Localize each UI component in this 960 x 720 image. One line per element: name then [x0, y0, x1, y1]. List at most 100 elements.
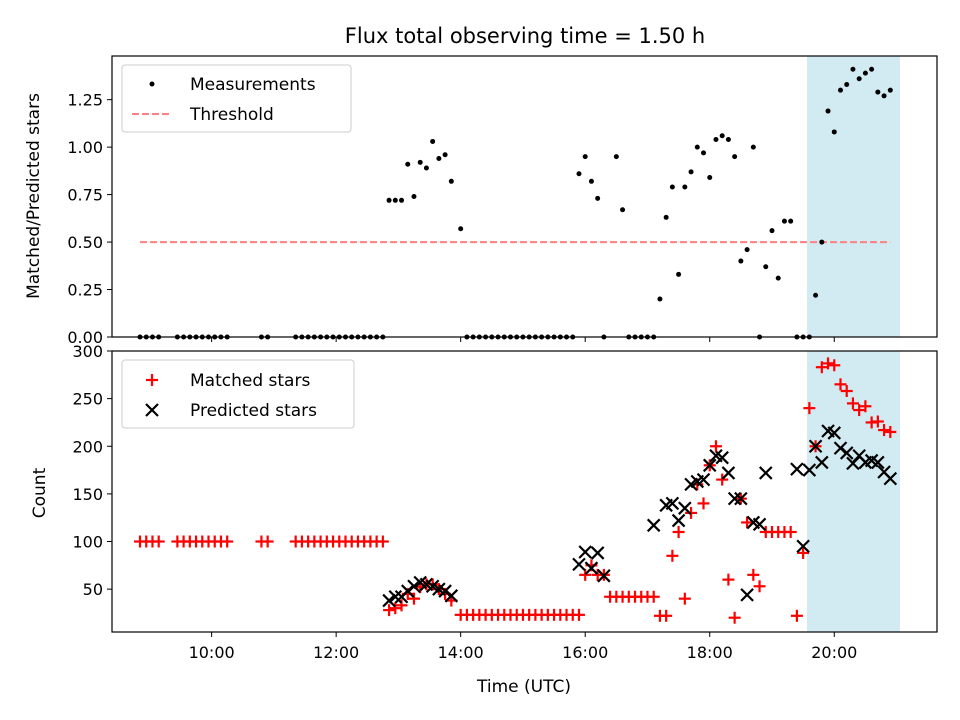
matched-point — [709, 440, 722, 453]
bottom-plot-marks — [134, 357, 898, 624]
predicted-point — [715, 450, 729, 465]
measurement-point — [411, 194, 417, 199]
predicted-point — [740, 588, 754, 602]
legend-measurements-label: Measurements — [190, 75, 316, 95]
predicted-point — [871, 455, 885, 470]
legend-matched-marker — [146, 374, 158, 386]
x-axis-label: Time (UTC) — [476, 677, 571, 697]
predicted-point — [646, 518, 661, 533]
matched-point — [828, 359, 841, 372]
measurement-point — [576, 171, 582, 177]
measurement-point — [386, 197, 392, 203]
top-panel: 0.00 0.25 0.50 0.75 1.00 1.25 Matched/Predict… — [24, 55, 938, 347]
measurement-point — [669, 184, 675, 190]
measurement-point — [676, 271, 682, 277]
measurement-point — [850, 66, 856, 72]
matched-point — [572, 608, 585, 621]
top-legend: Measurements Threshold — [121, 64, 352, 133]
predicted-point — [752, 517, 767, 532]
matched-point — [678, 592, 691, 605]
measurement-point — [769, 228, 775, 234]
legend-measurements-marker — [149, 81, 155, 87]
x-tick-label: 18:00 — [687, 643, 733, 662]
predicted-point — [590, 546, 605, 560]
predicted-point — [444, 589, 459, 603]
matched-point — [407, 592, 420, 605]
predicted-point — [407, 579, 421, 594]
predicted-point — [671, 513, 686, 528]
measurement-point — [688, 169, 694, 175]
measurement-point — [399, 197, 405, 203]
measurement-point — [837, 87, 843, 93]
predicted-point — [727, 491, 742, 506]
measurement-point — [448, 178, 454, 184]
measurement-point — [856, 76, 862, 82]
predicted-point — [802, 463, 817, 477]
predicted-point — [790, 462, 804, 476]
measurement-point — [750, 144, 756, 150]
matched-point — [660, 609, 673, 622]
matched-point — [672, 525, 685, 538]
top-y-axis-label: Matched/Predicted stars — [24, 93, 44, 299]
measurement-point — [763, 264, 769, 270]
measurement-point — [831, 129, 837, 135]
x-tick-label: 16:00 — [562, 643, 608, 662]
measurement-point — [405, 161, 411, 167]
matched-point — [383, 604, 396, 617]
predicted-point — [578, 545, 592, 559]
top-highlight-region — [807, 56, 900, 337]
top-y-tick-label: 0.50 — [67, 233, 103, 252]
matched-point — [376, 535, 389, 548]
predicted-point — [665, 496, 680, 511]
x-tick-label: 20:00 — [811, 643, 857, 662]
predicted-point — [796, 539, 810, 554]
measurement-point — [392, 197, 398, 203]
bottom-legend-box — [121, 359, 355, 429]
matched-point — [747, 568, 760, 581]
predicted-point — [678, 501, 692, 515]
predicted-point — [702, 458, 717, 473]
matched-point — [666, 549, 679, 562]
predicted-point — [734, 491, 748, 506]
matched-point — [722, 573, 735, 586]
measurement-point — [442, 152, 448, 158]
bottom-panel: 50 100 150 200 250 300 10:00 12:00 14:00 16:00 18… — [30, 342, 938, 697]
matched-point — [853, 404, 866, 417]
measurement-point — [825, 108, 831, 114]
measurement-point — [719, 133, 725, 139]
matched-point — [815, 361, 828, 374]
measurement-point — [458, 226, 464, 232]
top-y-tick-label: 0.75 — [67, 186, 103, 205]
matched-point — [753, 580, 766, 593]
top-y-tick-label: 1.00 — [67, 138, 103, 157]
predicted-point — [827, 426, 842, 440]
matched-point — [784, 525, 797, 538]
top-axes-frame — [111, 55, 938, 338]
top-legend-box — [121, 64, 352, 133]
matched-point — [741, 516, 754, 529]
top-y-ticks: 0.00 0.25 0.50 0.75 1.00 1.25 — [67, 91, 112, 347]
measurement-point — [788, 218, 794, 224]
matched-point — [884, 425, 897, 438]
bottom-y-tick-label: 150 — [72, 485, 103, 504]
measurement-point — [701, 150, 707, 156]
measurement-point — [430, 138, 436, 144]
predicted-point — [696, 472, 711, 487]
matched-point — [871, 415, 884, 428]
predicted-point — [584, 561, 599, 575]
bottom-highlight-region — [807, 351, 900, 632]
bottom-y-tick-label: 50 — [83, 580, 103, 599]
bottom-y-tick-label: 200 — [72, 437, 103, 456]
predicted-point — [815, 455, 829, 470]
measurement-point — [588, 178, 594, 184]
matched-point — [803, 402, 816, 415]
measurement-point — [844, 81, 850, 87]
measurement-point — [613, 154, 619, 160]
measurement-point — [862, 70, 868, 76]
measurement-point — [707, 175, 713, 181]
measurement-point — [657, 296, 663, 302]
measurement-point — [881, 93, 887, 99]
predicted-point — [572, 557, 586, 572]
matched-point — [647, 590, 660, 603]
predicted-point — [597, 569, 611, 583]
